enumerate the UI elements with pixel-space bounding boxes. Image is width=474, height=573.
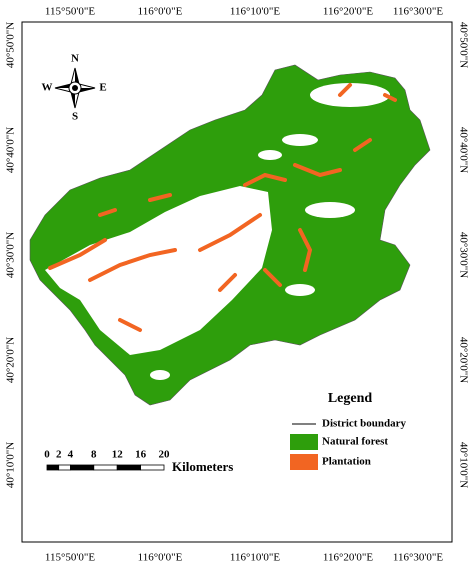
scale-tick-label: 16 [135,449,147,461]
right-coord-label: 40°10'0"N [457,442,469,488]
district-map [29,64,431,406]
left-coord-label: 40°50'0"N [5,22,17,68]
scale-segment [46,464,60,471]
right-coord-label: 40°50'0"N [457,22,469,68]
scale-tick-label: 2 [56,449,62,461]
top-coord-label: 116°10'0"E [230,6,280,18]
right-coord-label: 40°30'0"N [457,232,469,278]
legend-swatch [290,454,318,470]
bottom-coord-label: 116°30'0"E [393,552,443,564]
left-coord-label: 40°40'0"N [5,127,17,173]
left-coord-label: 40°10'0"N [5,442,17,488]
legend-label: District boundary [322,418,407,430]
scale-segment [116,464,141,471]
top-coord-label: 116°0'0"E [138,6,183,18]
left-coord-label: 40°20'0"N [5,337,17,383]
right-coord-label: 40°40'0"N [457,127,469,173]
scale-tick-label: 12 [112,449,124,461]
plantation-patches [48,83,397,332]
non-forest-area [45,186,272,355]
left-coord-label: 40°30'0"N [5,232,17,278]
bottom-coord-label: 116°0'0"E [138,552,183,564]
scale-unit: Kilometers [172,459,233,474]
top-coord-label: 115°50'0"E [45,6,95,18]
compass-w: W [42,82,53,94]
legend-label: Natural forest [322,436,388,448]
non-forest-patches [150,83,390,380]
scale-tick-label: 4 [68,449,74,461]
scale-segment [70,464,95,471]
scale-tick-label: 8 [91,449,97,461]
scale-tick-label: 20 [159,449,171,461]
scale-tick-label: 0 [44,449,50,461]
legend-title: Legend [328,391,373,406]
compass-e: E [99,82,106,94]
bottom-coord-label: 116°10'0"E [230,552,280,564]
legend-label: Plantation [322,456,371,468]
right-coord-label: 40°20'0"N [457,337,469,383]
top-coord-label: 116°30'0"E [393,6,443,18]
legend-swatch [290,434,318,450]
scale-segment [93,464,118,471]
bottom-coord-label: 115°50'0"E [45,552,95,564]
scale-segment [140,464,165,471]
compass-s: S [72,111,78,123]
compass-n: N [71,53,79,65]
scale-segment [58,464,71,471]
bottom-coord-label: 116°20'0"E [323,552,373,564]
compass [54,67,96,109]
generated: 115°50'0"E 116°0'0"E 116°10'0"E 116°20'0"E 1… [5,6,470,564]
top-coord-label: 116°20'0"E [323,6,373,18]
